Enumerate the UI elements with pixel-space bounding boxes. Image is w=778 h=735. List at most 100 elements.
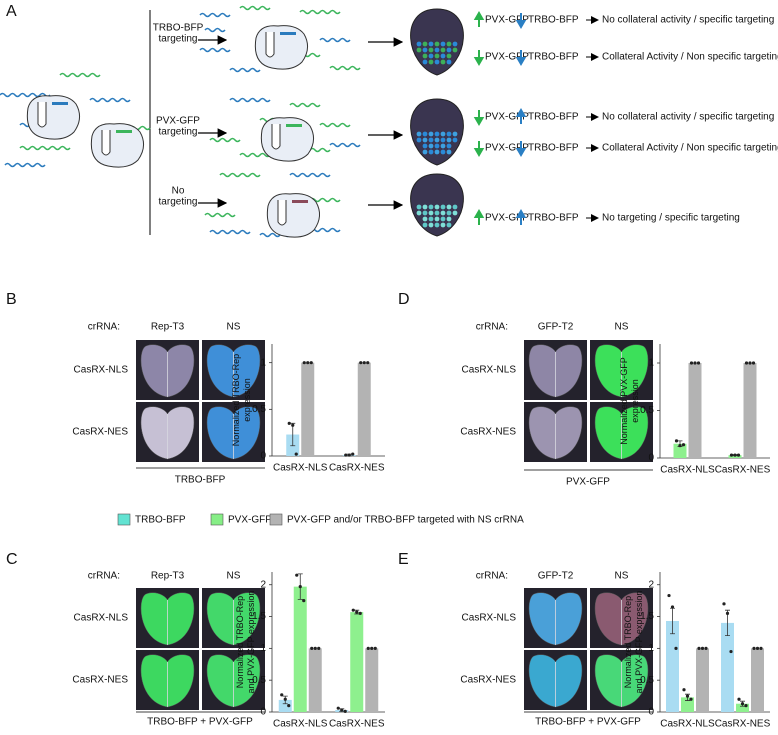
y-axis-label: and PVX-GFP expression <box>634 591 644 694</box>
data-point <box>283 697 287 701</box>
outcome-reporter: TRBO-BFP <box>528 15 579 26</box>
bar <box>751 648 764 712</box>
direction-arrow <box>473 141 485 157</box>
bar <box>673 443 687 458</box>
leaf-spot <box>422 41 428 47</box>
branch-label: PVX-GFP <box>156 116 200 127</box>
column-label: Rep-T3 <box>151 322 185 333</box>
nucleus-tube <box>101 130 111 156</box>
leaf-spot <box>440 149 446 155</box>
leaf-spot <box>440 143 446 149</box>
row-label: CasRX-NLS <box>462 613 517 624</box>
leaf-spot <box>434 47 440 53</box>
panel-letter: E <box>398 551 409 568</box>
rna-strand <box>19 145 71 151</box>
leaf-spot <box>422 53 428 59</box>
data-point <box>733 453 737 457</box>
leaf-spot <box>428 137 434 143</box>
y-tick-label: 0 <box>260 451 266 462</box>
data-point <box>309 361 313 365</box>
x-tick-label: CasRX-NES <box>329 463 385 474</box>
rna-strand <box>59 72 101 78</box>
leaf-spot <box>452 47 458 53</box>
rna-strand <box>199 47 231 53</box>
row-label: CasRX-NES <box>72 427 128 438</box>
crrna-label: crRNA: <box>88 571 120 582</box>
data-point <box>294 452 298 456</box>
x-tick-label: CasRX-NES <box>715 719 771 730</box>
y-axis-label: expression <box>630 379 640 423</box>
leaf-spot <box>452 204 458 210</box>
y-axis-label: Normalized TRBO-Rep <box>231 354 241 446</box>
column-label: NS <box>227 322 241 333</box>
leaf-spot <box>446 143 452 149</box>
y-tick-label: 0.5 <box>640 405 654 416</box>
data-point <box>313 646 317 650</box>
rna-strand <box>89 97 131 103</box>
leaf-spot <box>446 131 452 137</box>
leaf-spot <box>446 59 452 65</box>
x-tick-label: CasRX-NLS <box>660 719 715 730</box>
leaf-spot <box>428 210 434 216</box>
legend-swatch <box>269 513 283 526</box>
branch-label: No <box>172 186 185 197</box>
legend-swatch <box>117 513 131 526</box>
branch-label: TRBO-BFP <box>153 23 204 34</box>
leaf-spot <box>428 131 434 137</box>
column-label: NS <box>615 571 629 582</box>
data-point <box>302 361 306 365</box>
bar <box>308 648 322 712</box>
leaf-spot <box>428 59 434 65</box>
y-tick-label: 1.5 <box>640 611 654 622</box>
x-tick-label: CasRX-NES <box>329 719 385 730</box>
rna-strand <box>239 152 271 158</box>
direction-arrow <box>515 13 527 29</box>
leaf-spot <box>434 59 440 65</box>
leaf-spot <box>422 216 428 222</box>
row-label: CasRX-NES <box>460 675 516 686</box>
data-point <box>370 646 374 650</box>
data-point <box>295 573 299 577</box>
data-point <box>667 593 671 598</box>
panel-caption: TRBO-BFP + PVX-GFP <box>535 717 641 728</box>
rna-strand <box>309 227 341 233</box>
rna-strand <box>289 102 321 108</box>
bar <box>350 612 364 712</box>
data-point <box>674 439 679 443</box>
y-tick-label: 2 <box>648 579 654 590</box>
data-point <box>759 646 763 650</box>
data-point <box>736 453 741 457</box>
leaf-spot <box>446 47 452 53</box>
legend-label: TRBO-BFP <box>135 515 186 526</box>
y-axis-label: and PVX-GFP expression <box>246 591 256 694</box>
bar <box>278 699 292 712</box>
leaf-spot <box>452 137 458 143</box>
outcome-reporter: TRBO-BFP <box>528 52 579 63</box>
data-point <box>340 708 344 712</box>
data-point <box>287 421 291 425</box>
leaf-spot <box>416 131 422 137</box>
direction-arrow <box>473 11 485 27</box>
y-tick-label: 0 <box>648 707 654 718</box>
leaf-spot <box>422 137 428 143</box>
leaf-spot <box>416 204 422 210</box>
column-label: NS <box>227 571 241 582</box>
leaf-spot <box>416 47 422 53</box>
column-label: GFP-T2 <box>538 322 574 333</box>
y-tick-label: 0.5 <box>640 675 654 686</box>
rna-strand <box>209 229 251 235</box>
leaf-spot <box>422 204 428 210</box>
bar <box>681 697 694 712</box>
data-point <box>704 646 708 650</box>
leaf-spot <box>440 216 446 222</box>
crrna-label: crRNA: <box>476 322 508 333</box>
y-tick-label: 1 <box>260 357 266 368</box>
bar <box>688 363 702 458</box>
data-point <box>685 694 690 698</box>
legend-swatch <box>210 513 224 526</box>
row-label: CasRX-NLS <box>74 365 129 376</box>
outcome-reporter: TRBO-BFP <box>528 143 579 154</box>
crrna-band <box>280 32 296 35</box>
row-label: CasRX-NES <box>72 675 128 686</box>
